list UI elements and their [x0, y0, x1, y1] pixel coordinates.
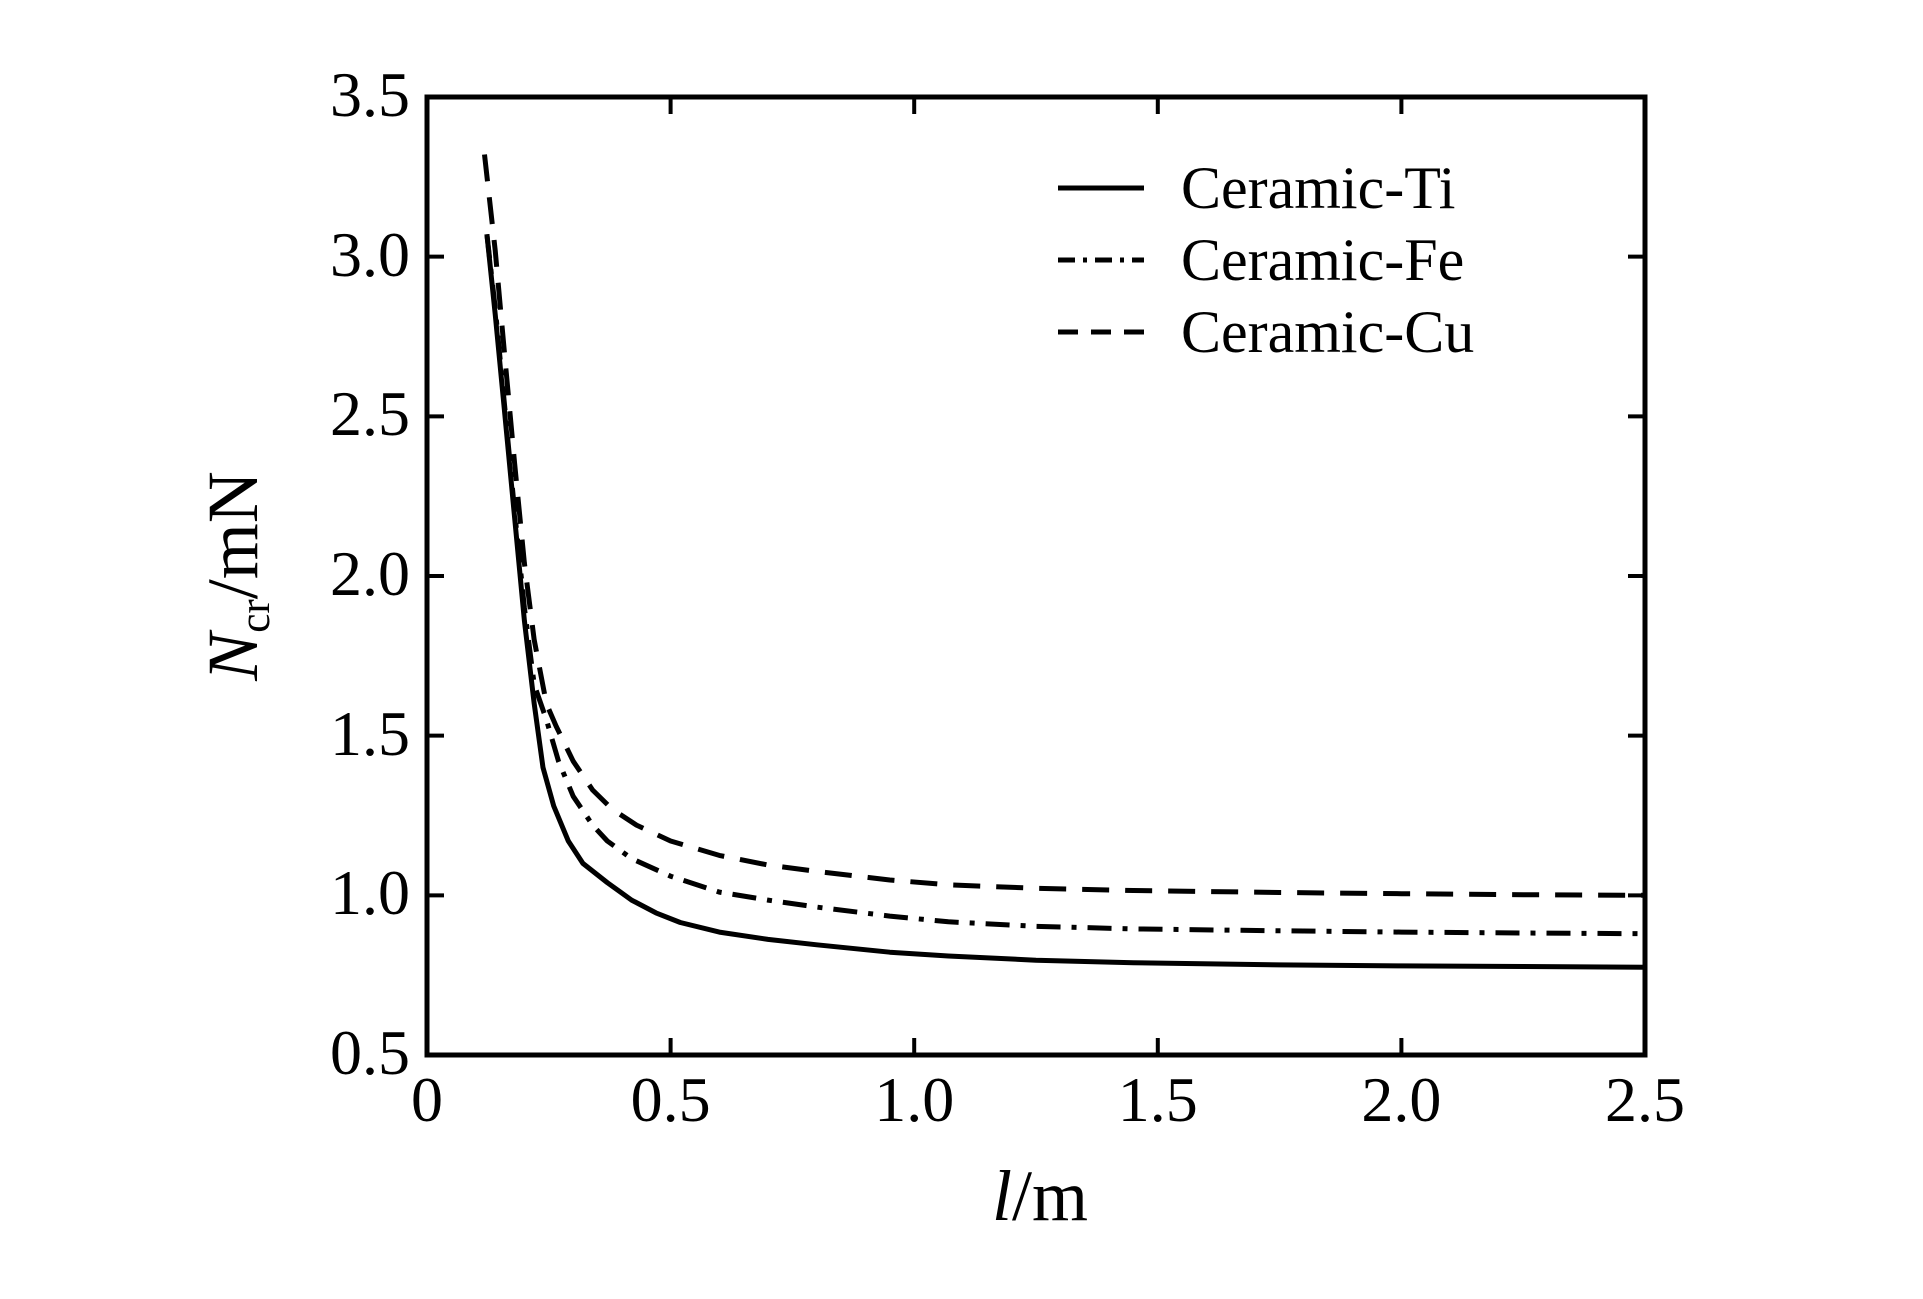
y-axis-symbol: N: [193, 632, 273, 681]
legend-entry-ceramic-cu: Ceramic-Cu: [1058, 296, 1474, 368]
y-tick-label-2.0: 2.0: [330, 538, 410, 609]
y-tick-label-2.5: 2.5: [330, 378, 410, 450]
x-tick-label-2.0: 2.0: [1361, 1064, 1442, 1135]
legend-label: Ceramic-Ti: [1181, 155, 1456, 221]
legend-label: Ceramic-Cu: [1181, 299, 1475, 365]
x-axis-unit: /m: [1012, 1156, 1089, 1236]
x-tick-label-0: 0: [411, 1064, 443, 1135]
x-tick-label-1.5: 1.5: [1117, 1064, 1198, 1135]
y-tick-label-3.5: 3.5: [330, 59, 410, 130]
y-tick-label-1.5: 1.5: [330, 697, 410, 769]
x-tick-label-0.5: 0.5: [630, 1064, 711, 1135]
series-line-ceramic-fe: [484, 234, 1646, 937]
y-tick-label-0.5: 0.5: [330, 1017, 410, 1088]
series-line-ceramic-ti: [484, 234, 1646, 970]
x-tick-label-2.5: 2.5: [1605, 1064, 1685, 1135]
legend-line-sample: [1058, 185, 1144, 191]
legend-entry-ceramic-fe: Ceramic-Fe: [1058, 224, 1474, 296]
y-tick-label-1.0: 1.0: [330, 857, 410, 929]
series-line-ceramic-cu: [482, 154, 1646, 898]
legend-label: Ceramic-Fe: [1181, 227, 1465, 293]
legend-line-sample: [1058, 257, 1144, 263]
x-axis-label: l/m: [840, 1151, 1240, 1241]
x-tick-label-1.0: 1.0: [874, 1064, 955, 1135]
legend-entry-ceramic-ti: Ceramic-Ti: [1058, 152, 1474, 224]
x-axis-symbol: l: [991, 1156, 1012, 1236]
legend-line-sample: [1058, 329, 1144, 335]
legend: Ceramic-Ti Ceramic-Fe Ceramic-Cu: [1058, 152, 1474, 368]
y-tick-label-3.0: 3.0: [330, 218, 410, 290]
